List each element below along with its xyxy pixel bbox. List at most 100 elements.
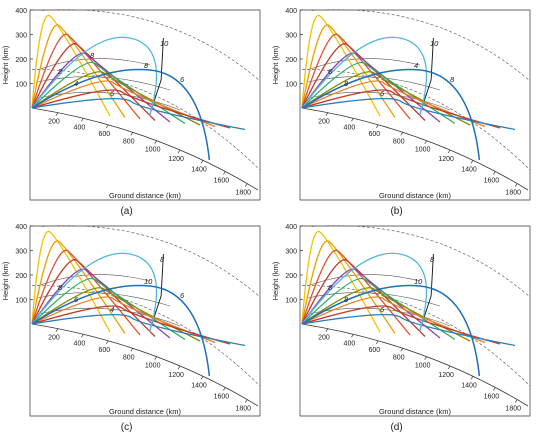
y-tick-label: 200 — [15, 57, 27, 64]
contour-line — [307, 307, 451, 327]
ground-tick-label: 1000 — [415, 147, 431, 154]
ground-tick — [244, 183, 248, 187]
ground-tick — [154, 356, 157, 360]
ray-path — [301, 68, 481, 161]
lower-dashed-curve — [31, 285, 261, 387]
ground-tick — [200, 376, 204, 380]
y-tick-label: 200 — [285, 57, 297, 64]
ground-tick-label: 1600 — [484, 393, 500, 400]
ray-path — [301, 80, 486, 128]
ground-curve — [301, 107, 529, 191]
ground-tick-label: 600 — [98, 131, 110, 138]
ground-tick-label: 200 — [318, 119, 330, 126]
panel-caption: (c) — [121, 422, 133, 433]
y-tick-label: 300 — [15, 249, 27, 256]
y-tick-label: 400 — [285, 224, 297, 231]
lower-dashed-curve — [301, 69, 531, 171]
ray-path — [31, 296, 216, 344]
ground-tick — [325, 328, 329, 332]
ground-tick-label: 1400 — [461, 382, 477, 389]
ground-tick — [351, 118, 354, 122]
contour-label: 6 — [110, 89, 115, 98]
y-tick-label: 300 — [15, 33, 27, 40]
ray-path — [31, 277, 186, 341]
ray-path — [301, 284, 481, 377]
ground-tick — [223, 387, 226, 391]
ground-tick — [493, 387, 496, 391]
ground-curve — [31, 323, 259, 407]
ground-tick-label: 1200 — [438, 372, 454, 379]
x-axis-label: Ground distance (km) — [109, 191, 182, 200]
ray-path — [301, 259, 426, 337]
ground-curve — [31, 107, 259, 191]
ray-path — [31, 61, 186, 125]
ground-tick-label: 800 — [393, 354, 405, 361]
plot-frame — [299, 225, 531, 417]
ray-path — [31, 89, 231, 129]
ground-tick-label: 400 — [74, 124, 86, 131]
ground-tick — [424, 356, 427, 360]
ground-tick — [177, 365, 181, 370]
lower-dashed-curve — [301, 285, 531, 387]
ray-path — [31, 14, 111, 117]
contour-line — [37, 91, 181, 111]
ground-tick — [177, 149, 181, 154]
panel-d: 100 200 300 400 Height (km) 200 400 600 800 1000 1… — [271, 224, 531, 433]
ray-path — [301, 252, 428, 333]
ground-tick-label: 1400 — [191, 382, 207, 389]
plot-frame — [29, 225, 261, 417]
contour-label: 6 — [380, 305, 385, 314]
panel-b: 100 200 300 400 Height (km) 200 400 600 800 1000 1… — [271, 8, 531, 217]
ground-tick — [106, 124, 109, 129]
ground-tick — [376, 124, 379, 129]
ray-path — [31, 305, 231, 345]
panel-caption: (b) — [390, 206, 402, 217]
contour-label: 8 — [344, 295, 349, 304]
ray-path — [31, 259, 156, 337]
y-axis-label: Height (km) — [271, 261, 280, 300]
ray-path — [31, 284, 211, 377]
ground-tick-label: 1400 — [191, 166, 207, 173]
contour-label: 8 — [450, 75, 455, 84]
ground-tick-label: 400 — [344, 124, 356, 131]
ground-tick-label: 200 — [318, 335, 330, 342]
ground-tick — [154, 140, 157, 144]
ray-path — [301, 240, 396, 334]
plot-frame — [299, 9, 531, 201]
ray-path — [31, 98, 246, 131]
ray-path — [31, 240, 126, 334]
y-tick-label: 200 — [15, 273, 27, 280]
ground-tick-label: 1200 — [438, 156, 454, 163]
y-tick-label: 100 — [15, 82, 27, 89]
ray-path — [301, 230, 381, 333]
ray-path — [301, 296, 486, 344]
contour-line — [37, 76, 171, 91]
ground-tick-label: 1800 — [235, 406, 251, 413]
ray-path — [301, 305, 501, 345]
ground-tick-label: 400 — [74, 340, 86, 347]
contour-label: 6 — [328, 67, 333, 76]
ground-tick — [470, 160, 474, 164]
ground-tick — [447, 365, 451, 370]
contour-label: 6 — [74, 295, 79, 304]
ground-tick — [130, 348, 134, 352]
x-axis-label: Ground distance (km) — [379, 407, 452, 416]
y-tick-label: 100 — [285, 298, 297, 305]
contour-label: 10 — [160, 39, 169, 48]
y-axis-label: Height (km) — [1, 45, 10, 84]
contour-label: 10 — [414, 277, 423, 286]
ground-tick — [130, 132, 134, 136]
y-axis-label: Height (km) — [271, 45, 280, 84]
contour-label: 6 — [180, 75, 185, 84]
ground-tick-label: 200 — [48, 335, 60, 342]
ray-path — [301, 268, 441, 339]
ground-tick — [81, 118, 84, 122]
ground-tick — [106, 340, 109, 345]
lower-dashed-curve — [31, 69, 261, 171]
ground-tick-label: 600 — [368, 131, 380, 138]
ray-path — [31, 36, 158, 117]
upper-dashed-curve — [41, 9, 261, 82]
ray-path — [31, 80, 216, 128]
ray-path — [31, 268, 171, 339]
